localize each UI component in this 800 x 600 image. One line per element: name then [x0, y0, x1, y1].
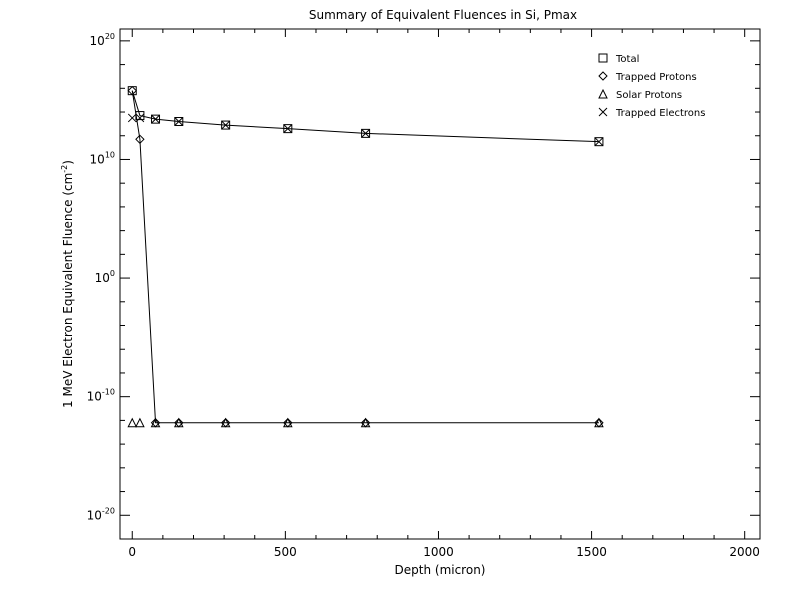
total-point [151, 114, 161, 124]
plot-frame [119, 28, 761, 540]
trapped-protons-point [135, 134, 145, 145]
x-tick-label: 2000 [729, 545, 760, 559]
trapped-electrons-point [135, 113, 145, 123]
solar-protons-point [127, 417, 138, 428]
trapped-electrons-point [221, 120, 230, 130]
y-tick-label: 1010 [90, 150, 115, 166]
legend: Total Trapped Protons Solar Protons Trapped… [598, 53, 705, 119]
legend-marker-total [598, 53, 608, 63]
trapped-protons-point [127, 85, 137, 96]
trapped-electrons-point [174, 117, 184, 126]
y-tick-label: 100 [95, 269, 115, 285]
x-axis-label: Depth (micron) [395, 563, 486, 577]
trapped-electrons-point [151, 114, 160, 124]
x-tick-label: 1000 [423, 545, 454, 559]
total-point [283, 124, 293, 134]
trapped-electrons-point [594, 137, 604, 147]
y-tick-label: 10-20 [87, 506, 115, 522]
trapped-protons-line [131, 90, 599, 424]
legend-label-total: Total [615, 54, 639, 65]
y-tick-label: 10-10 [87, 388, 115, 404]
legend-marker-trapped-electrons [598, 107, 608, 117]
x-tick-label: 0 [128, 545, 136, 559]
legend-label-trapped-protons: Trapped Protons [615, 72, 697, 83]
legend-label-solar-protons: Solar Protons [616, 90, 682, 101]
solar-protons-point [282, 417, 293, 428]
total-point [361, 128, 371, 138]
x-tick-label: 1500 [576, 545, 607, 559]
solar-protons-point [135, 417, 145, 428]
x-axis: 0 500 1000 1500 2000 [128, 29, 760, 559]
solar-protons-point [150, 417, 161, 428]
total-point [594, 137, 604, 147]
solar-protons-point [360, 417, 371, 428]
y-axis: 1020 1010 100 10-10 10-20 [87, 32, 760, 540]
solar-protons-point [594, 417, 604, 428]
legend-marker-trapped-protons [598, 71, 608, 81]
solar-protons-point [173, 417, 184, 428]
total-line [131, 90, 599, 143]
legend-label-trapped-electrons: Trapped Electrons [615, 108, 705, 119]
chart-title: Summary of Equivalent Fluences in Si, Pm… [309, 8, 577, 22]
solar-protons-point [220, 417, 231, 428]
x-tick-label: 500 [274, 545, 297, 559]
trapped-electrons-point [361, 129, 370, 138]
legend-marker-solar-protons [598, 88, 608, 99]
total-point [174, 117, 184, 127]
y-tick-label: 1020 [90, 32, 115, 48]
y-axis-label: 1 MeV Electron Equivalent Fluence (cm-2) [60, 160, 75, 408]
trapped-electrons-point [283, 124, 293, 133]
trapped-electrons-point [127, 113, 137, 123]
series-layer [127, 85, 604, 428]
total-point [221, 120, 231, 130]
